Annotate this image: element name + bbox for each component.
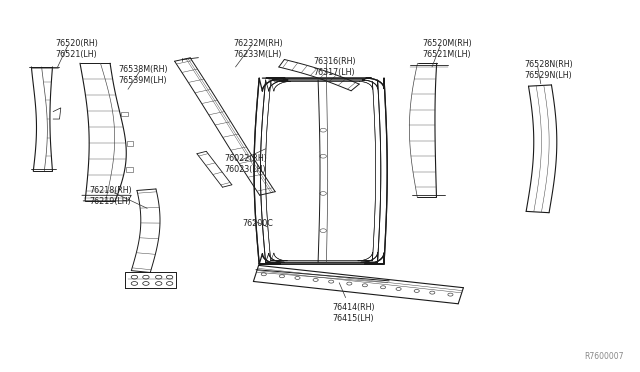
Text: R7600007: R7600007: [584, 352, 624, 361]
Text: 76520(RH)
76521(LH): 76520(RH) 76521(LH): [56, 39, 99, 59]
Bar: [127, 141, 133, 146]
Text: 76232M(RH)
76233M(LH): 76232M(RH) 76233M(LH): [234, 39, 284, 59]
Text: 76022(RH)
76023(LH): 76022(RH) 76023(LH): [224, 154, 267, 174]
Bar: [126, 167, 132, 172]
Text: 76200C: 76200C: [242, 219, 273, 228]
Text: 76528N(RH)
76529N(LH): 76528N(RH) 76529N(LH): [525, 60, 573, 80]
Text: 76520M(RH)
76521M(LH): 76520M(RH) 76521M(LH): [422, 39, 472, 59]
Text: 76538M(RH)
76539M(LH): 76538M(RH) 76539M(LH): [118, 65, 168, 85]
Bar: [121, 112, 127, 116]
Text: 76414(RH)
76415(LH): 76414(RH) 76415(LH): [333, 303, 376, 323]
Text: 76218(RH)
76219(LH): 76218(RH) 76219(LH): [90, 186, 132, 206]
Text: 76316(RH)
76317(LH): 76316(RH) 76317(LH): [314, 57, 356, 77]
